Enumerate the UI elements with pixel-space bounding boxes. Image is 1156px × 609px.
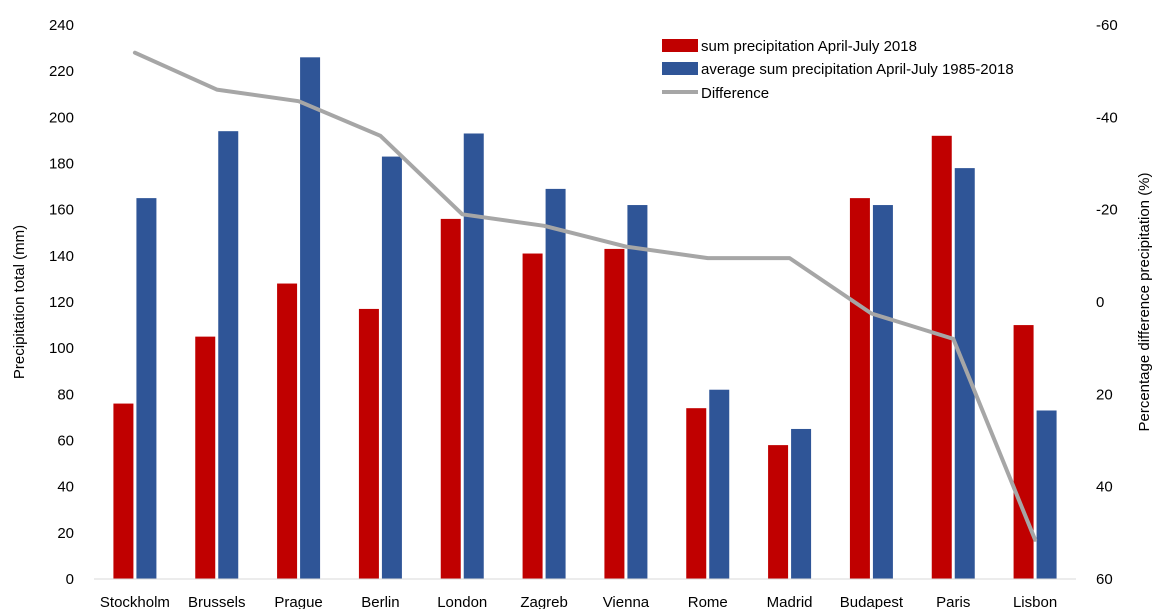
bar-2018-prague bbox=[277, 283, 298, 579]
y-tick-label: 160 bbox=[49, 202, 74, 219]
category-label: Berlin bbox=[361, 594, 399, 609]
category-label: Zagreb bbox=[520, 594, 568, 609]
bar-2018-brussels bbox=[195, 336, 216, 579]
bar-2018-stockholm bbox=[113, 403, 134, 579]
legend-label-2018: sum precipitation April-July 2018 bbox=[701, 38, 917, 55]
y-tick-label: 140 bbox=[49, 248, 74, 265]
y-tick-label: 240 bbox=[49, 17, 74, 34]
y-tick-label: 80 bbox=[57, 386, 74, 403]
bar-average-lisbon bbox=[1036, 410, 1057, 579]
bar-average-prague bbox=[300, 57, 321, 580]
bar-average-madrid bbox=[791, 428, 812, 579]
y-axis-title: Precipitation total (mm) bbox=[11, 225, 28, 379]
category-label: Brussels bbox=[188, 594, 246, 609]
bar-average-berlin bbox=[381, 156, 402, 579]
bar-2018-berlin bbox=[358, 308, 379, 579]
bar-2018-lisbon bbox=[1013, 325, 1034, 579]
legend: sum precipitation April-July 2018 averag… bbox=[662, 38, 1014, 102]
y-tick-label: 220 bbox=[49, 63, 74, 80]
bar-2018-london bbox=[440, 218, 461, 579]
bar-average-vienna bbox=[627, 205, 648, 580]
difference-line-group bbox=[132, 50, 1038, 542]
y-tick-label: 0 bbox=[66, 571, 74, 588]
y-axis-ticks: 0 20 40 60 80 100 120 140 160 180 200 220 240 bbox=[49, 17, 74, 588]
category-label: Paris bbox=[936, 594, 970, 609]
y-tick-label: 20 bbox=[57, 525, 74, 542]
y-tick-label: 60 bbox=[57, 433, 74, 450]
difference-line bbox=[132, 50, 1038, 542]
category-label: Madrid bbox=[767, 594, 813, 609]
bar-2018-zagreb bbox=[522, 253, 543, 579]
bar-average-rome bbox=[709, 389, 730, 579]
legend-swatch-average bbox=[662, 62, 698, 75]
category-label: London bbox=[437, 594, 487, 609]
y2-tick-label: -20 bbox=[1096, 202, 1118, 219]
category-label: Budapest bbox=[840, 594, 904, 609]
y-tick-label: 200 bbox=[49, 109, 74, 126]
bar-average-zagreb bbox=[545, 188, 566, 579]
bar-2018-budapest bbox=[849, 198, 870, 579]
y-tick-label: 100 bbox=[49, 340, 74, 357]
category-label: Stockholm bbox=[100, 594, 170, 609]
category-label: Vienna bbox=[603, 594, 650, 609]
y2-tick-label: 20 bbox=[1096, 386, 1113, 403]
y-tick-label: 180 bbox=[49, 156, 74, 173]
y2-tick-label: 60 bbox=[1096, 571, 1113, 588]
category-labels: Stockholm Brussels Prague Berlin London Zagre… bbox=[100, 594, 1057, 609]
bar-series-group bbox=[113, 57, 1057, 580]
legend-swatch-2018 bbox=[662, 39, 698, 52]
bar-2018-vienna bbox=[604, 248, 625, 580]
y2-tick-label: 40 bbox=[1096, 479, 1113, 496]
y2-tick-label: -60 bbox=[1096, 17, 1118, 34]
bar-average-london bbox=[463, 133, 484, 579]
y-tick-label: 120 bbox=[49, 294, 74, 311]
legend-label-average: average sum precipitation April-July 198… bbox=[701, 61, 1014, 78]
bar-average-stockholm bbox=[136, 198, 157, 579]
legend-label-difference: Difference bbox=[701, 85, 769, 102]
y2-axis-title: Percentage difference precipitation (%) bbox=[1136, 172, 1153, 431]
y2-tick-label: 0 bbox=[1096, 294, 1104, 311]
bar-average-paris bbox=[954, 168, 975, 579]
y2-tick-label: -40 bbox=[1096, 109, 1118, 126]
bar-2018-rome bbox=[686, 408, 707, 579]
bar-2018-paris bbox=[931, 135, 952, 580]
y2-axis-ticks: -60 -40 -20 0 20 40 60 bbox=[1096, 17, 1118, 588]
category-label: Lisbon bbox=[1013, 594, 1057, 609]
bar-average-budapest bbox=[872, 205, 893, 580]
bar-2018-madrid bbox=[768, 445, 789, 579]
y-tick-label: 40 bbox=[57, 479, 74, 496]
bar-average-brussels bbox=[218, 131, 239, 579]
category-label: Prague bbox=[274, 594, 322, 609]
category-label: Rome bbox=[688, 594, 728, 609]
